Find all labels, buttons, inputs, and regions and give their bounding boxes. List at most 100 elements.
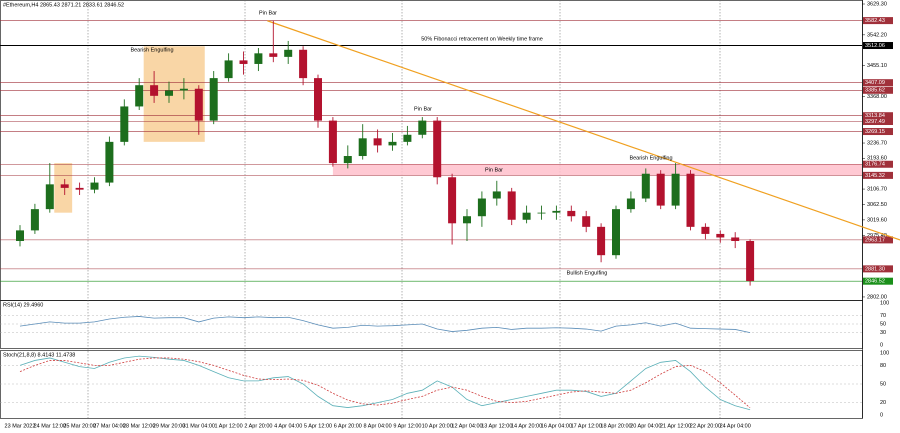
x-tick-label: 18 Apr 20:00 [600, 423, 631, 429]
candle-body [120, 106, 129, 142]
candle-body [90, 182, 99, 190]
annotation: 50% Fibonacci retracement on Weekly time… [421, 36, 543, 42]
level-label: 3385.62 [865, 88, 885, 94]
candle-body [567, 210, 576, 217]
candle-body [418, 120, 427, 135]
resistance-zone [332, 164, 862, 176]
y-tick-label: 3106.70 [867, 187, 887, 193]
candle-body [60, 184, 69, 188]
current-price-tag [863, 277, 893, 285]
candle-body [373, 138, 382, 146]
level-tag [863, 236, 893, 244]
x-tick-label: 23 Mar 2022 [5, 423, 36, 429]
candle-body [239, 60, 248, 64]
indicator-title: Stoch(21,8,8) 8.4143 11.4738 [3, 352, 75, 358]
annotation: Pin Bar [414, 106, 432, 112]
y-tick-label: 50 [880, 321, 886, 327]
level-label: 2881.30 [865, 266, 885, 272]
level-tag [863, 265, 893, 273]
x-tick-label: 21 Apr 12:00 [660, 423, 691, 429]
y-tick-label: 3629.30 [867, 1, 887, 7]
candle-body [552, 210, 561, 213]
x-tick-label: 31 Mar 04:00 [183, 423, 215, 429]
candle-body [716, 233, 725, 238]
annotation: Pin Bar [259, 10, 277, 16]
candle-body [522, 212, 531, 220]
candle-body [626, 198, 635, 210]
y-tick-label: 3236.70 [867, 140, 887, 146]
x-tick-label: 10 Apr 20:00 [422, 423, 453, 429]
candle-body [328, 120, 337, 164]
x-tick-label: 1 Apr 12:00 [215, 423, 243, 429]
candle-body [358, 138, 367, 157]
candle-body [150, 85, 159, 96]
y-tick-label: 100 [880, 300, 889, 306]
y-tick-label: 2802.00 [867, 294, 887, 300]
x-tick-label: 2 Apr 20:00 [244, 423, 272, 429]
candle-body [135, 85, 144, 107]
annotation: Bullish Engulfing [567, 270, 608, 276]
candle-body [582, 216, 591, 227]
candle-body [731, 237, 740, 242]
level-tag [863, 117, 893, 125]
candle-body [284, 49, 293, 57]
x-tick-label: 4 Apr 04:00 [274, 423, 302, 429]
indicator-line [19, 316, 751, 334]
candle-body [537, 212, 546, 214]
candle-body [105, 141, 114, 183]
trendline [267, 20, 900, 241]
y-tick-label: 3368.00 [867, 94, 887, 100]
y-tick-label: 3542.20 [867, 32, 887, 38]
y-tick-label: 70 [880, 313, 886, 319]
x-tick-label: 8 Apr 04:00 [364, 423, 392, 429]
chart-header: #Ethereum,H4 2865.43 2871.21 2833.61 284… [3, 2, 124, 8]
candle-body [30, 209, 39, 231]
current-price-label: 2846.52 [865, 279, 885, 285]
x-tick-label: 5 Apr 12:00 [304, 423, 332, 429]
level-tag [863, 112, 893, 120]
annotation: Bearish Engulfing [130, 47, 173, 53]
candle-body [597, 226, 606, 256]
candle-body [75, 187, 84, 190]
candle-body [314, 78, 322, 121]
x-tick-label: 16 Apr 04:00 [541, 423, 572, 429]
indicator-line [19, 357, 751, 409]
y-tick-label: 100 [880, 350, 889, 356]
level-tag [863, 160, 893, 168]
candle-body [463, 216, 471, 224]
x-tick-label: 6 Apr 20:00 [334, 423, 362, 429]
x-tick-label: 29 Mar 20:00 [153, 423, 185, 429]
candle-body [433, 120, 442, 178]
x-tick-label: 17 Apr 12:00 [571, 423, 602, 429]
candle-body [746, 241, 755, 282]
level-label: 3313.84 [865, 113, 885, 119]
x-tick-label: 22 Apr 20:00 [690, 423, 721, 429]
candle-body [388, 141, 397, 146]
candle-body [448, 177, 457, 224]
candle-body [641, 173, 650, 199]
candle-body [477, 198, 486, 217]
x-tick-label: 13 Apr 12:00 [481, 423, 512, 429]
candle-body [16, 230, 24, 242]
level-label: 2963.17 [865, 237, 885, 243]
candle-body [656, 173, 665, 206]
candle-body [343, 156, 352, 164]
y-tick-label: 80 [880, 363, 886, 369]
y-tick-label: 2975.40 [867, 233, 887, 239]
candle-body [686, 173, 695, 227]
candle-body [209, 78, 218, 121]
candle-body [194, 88, 203, 121]
x-tick-label: 12 Apr 04:00 [451, 423, 482, 429]
annotation: Pin Bar [485, 167, 503, 173]
indicator-line [19, 355, 751, 411]
x-tick-label: 20 Apr 04:00 [630, 423, 661, 429]
candle-body [45, 184, 54, 210]
candle-body [269, 53, 278, 57]
level-label: 3407.09 [865, 80, 885, 86]
candle-body [179, 88, 188, 91]
x-tick-label: 24 Apr 04:00 [720, 423, 751, 429]
level-label: 3512.06 [865, 43, 885, 49]
annotation: Bearish Engulfing [629, 155, 672, 161]
candle-body [165, 90, 173, 96]
x-tick-label: 9 Apr 12:00 [393, 423, 421, 429]
